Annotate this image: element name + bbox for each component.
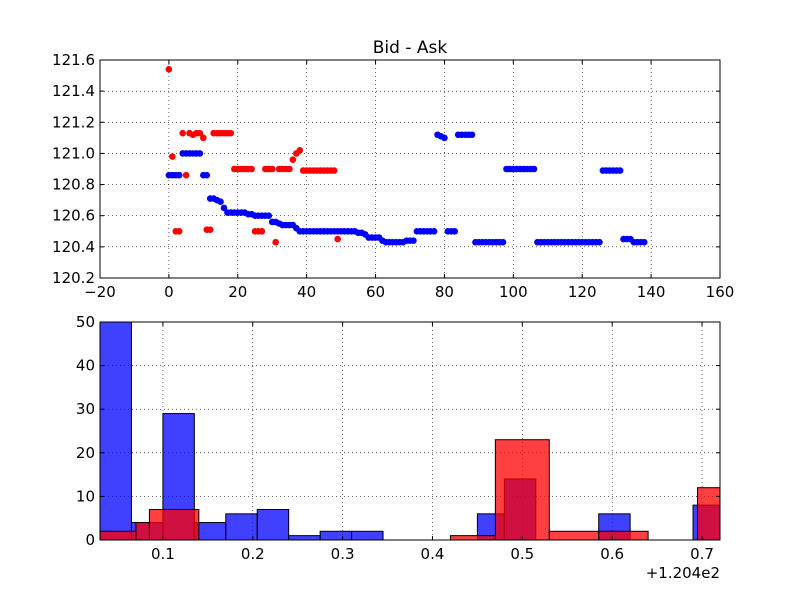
scatter-point-blue bbox=[499, 238, 507, 246]
x-tick-label: 0.2 bbox=[241, 545, 265, 563]
histogram-bar-blue bbox=[351, 530, 384, 541]
x-tick-label: −20 bbox=[84, 283, 116, 301]
x-tick-label: 100 bbox=[499, 283, 528, 301]
scatter-axes: −20 0 20 40 60 80 100 120 140 160 120.2 120.4 120.6 1… bbox=[52, 38, 734, 301]
y-tick-label: 120.2 bbox=[52, 269, 95, 287]
scatter-point-blue bbox=[430, 227, 438, 235]
histogram-bar-red bbox=[449, 535, 496, 541]
scatter-point-red bbox=[175, 227, 183, 235]
histogram-bar-red bbox=[697, 487, 721, 541]
scatter-point-blue bbox=[265, 212, 273, 220]
x-tick-label: 120 bbox=[568, 283, 597, 301]
y-tick-label: 10 bbox=[76, 487, 95, 505]
scatter-point-red bbox=[196, 129, 204, 137]
scatter-points bbox=[165, 66, 648, 246]
histogram-bars bbox=[99, 321, 721, 541]
scatter-point-blue bbox=[441, 134, 448, 142]
scatter-point-blue bbox=[220, 204, 228, 212]
scatter-point-red bbox=[289, 156, 297, 163]
y-tick-label: 40 bbox=[76, 357, 95, 375]
x-tick-label: 0.1 bbox=[151, 545, 175, 563]
scatter-point-red bbox=[268, 165, 276, 173]
scatter-point-red bbox=[330, 167, 338, 174]
scatter-point-red bbox=[227, 129, 235, 137]
histogram-bar-blue bbox=[319, 530, 353, 541]
scatter-point-red bbox=[179, 129, 186, 137]
scatter-point-red bbox=[169, 153, 176, 160]
scatter-point-blue bbox=[175, 171, 183, 179]
scatter-point-red bbox=[272, 238, 279, 246]
scatter-point-red bbox=[286, 165, 293, 173]
x-tick-label: 0.5 bbox=[510, 545, 534, 563]
y-tick-label: 0 bbox=[85, 531, 95, 549]
scatter-point-red bbox=[206, 226, 214, 234]
histogram-bar-blue bbox=[99, 321, 132, 541]
scatter-point-blue bbox=[596, 238, 603, 246]
scatter-point-blue bbox=[530, 165, 538, 173]
axis-offset-label: +1.204e2 bbox=[646, 564, 720, 582]
y-tick-label: 50 bbox=[76, 313, 95, 331]
histogram-bar-blue bbox=[256, 508, 290, 541]
histogram-bar-blue bbox=[288, 535, 321, 541]
scatter-point-red bbox=[248, 165, 255, 173]
y-tick-label: 121.4 bbox=[52, 82, 95, 100]
scatter-ticks: −20 0 20 40 60 80 100 120 140 160 120.2 120.4 120.6 1… bbox=[52, 51, 734, 301]
y-tick-label: 120.4 bbox=[52, 238, 95, 256]
scatter-point-blue bbox=[640, 238, 648, 246]
scatter-point-blue bbox=[196, 150, 204, 157]
histogram-bar-red bbox=[494, 439, 550, 541]
histogram-bar-blue bbox=[225, 513, 258, 541]
x-tick-label: 20 bbox=[228, 283, 247, 301]
y-tick-label: 120.8 bbox=[52, 176, 95, 194]
scatter-point-red bbox=[165, 66, 173, 73]
x-tick-label: 160 bbox=[706, 283, 735, 301]
histogram-axes: 0.1 0.2 0.3 0.4 0.5 0.6 0.7 0 10 20 30 40 50 +1.204e… bbox=[76, 313, 721, 582]
y-tick-label: 121.2 bbox=[52, 113, 95, 131]
x-tick-label: 0.3 bbox=[331, 545, 355, 563]
scatter-frame bbox=[99, 59, 721, 279]
histogram-bar-red bbox=[99, 530, 137, 541]
x-tick-label: 0.4 bbox=[421, 545, 445, 563]
histogram-bar-red bbox=[548, 530, 600, 541]
y-tick-label: 30 bbox=[76, 400, 95, 418]
scatter-point-red bbox=[182, 171, 190, 179]
scatter-point-blue bbox=[217, 198, 224, 205]
scatter-point-blue bbox=[451, 227, 459, 235]
histogram-frame bbox=[99, 321, 721, 541]
scatter-point-red bbox=[200, 134, 207, 142]
y-tick-label: 121.6 bbox=[52, 51, 95, 69]
x-tick-label: 40 bbox=[297, 283, 316, 301]
x-tick-label: 140 bbox=[637, 283, 666, 301]
scatter-point-blue bbox=[410, 237, 417, 244]
histogram-bar-red bbox=[148, 508, 200, 541]
scatter-point-blue bbox=[203, 171, 211, 179]
x-tick-label: 80 bbox=[435, 283, 454, 301]
histogram-bar-red bbox=[598, 530, 649, 541]
scatter-point-red bbox=[258, 227, 266, 235]
y-tick-label: 20 bbox=[76, 444, 95, 462]
x-tick-label: 0.7 bbox=[690, 545, 714, 563]
scatter-point-red bbox=[334, 235, 341, 243]
scatter-point-red bbox=[296, 147, 304, 154]
y-tick-label: 121.0 bbox=[52, 144, 95, 162]
x-tick-label: 0 bbox=[164, 283, 174, 301]
y-tick-label: 120.6 bbox=[52, 207, 95, 225]
scatter-point-blue bbox=[616, 167, 624, 174]
x-tick-label: 0.6 bbox=[600, 545, 624, 563]
chart-title: Bid - Ask bbox=[373, 38, 448, 58]
x-tick-label: 60 bbox=[366, 283, 385, 301]
histogram-ticks: 0.1 0.2 0.3 0.4 0.5 0.6 0.7 0 10 20 30 40 50 bbox=[76, 313, 720, 563]
histogram-bar-red bbox=[135, 522, 150, 541]
scatter-point-blue bbox=[468, 131, 476, 139]
